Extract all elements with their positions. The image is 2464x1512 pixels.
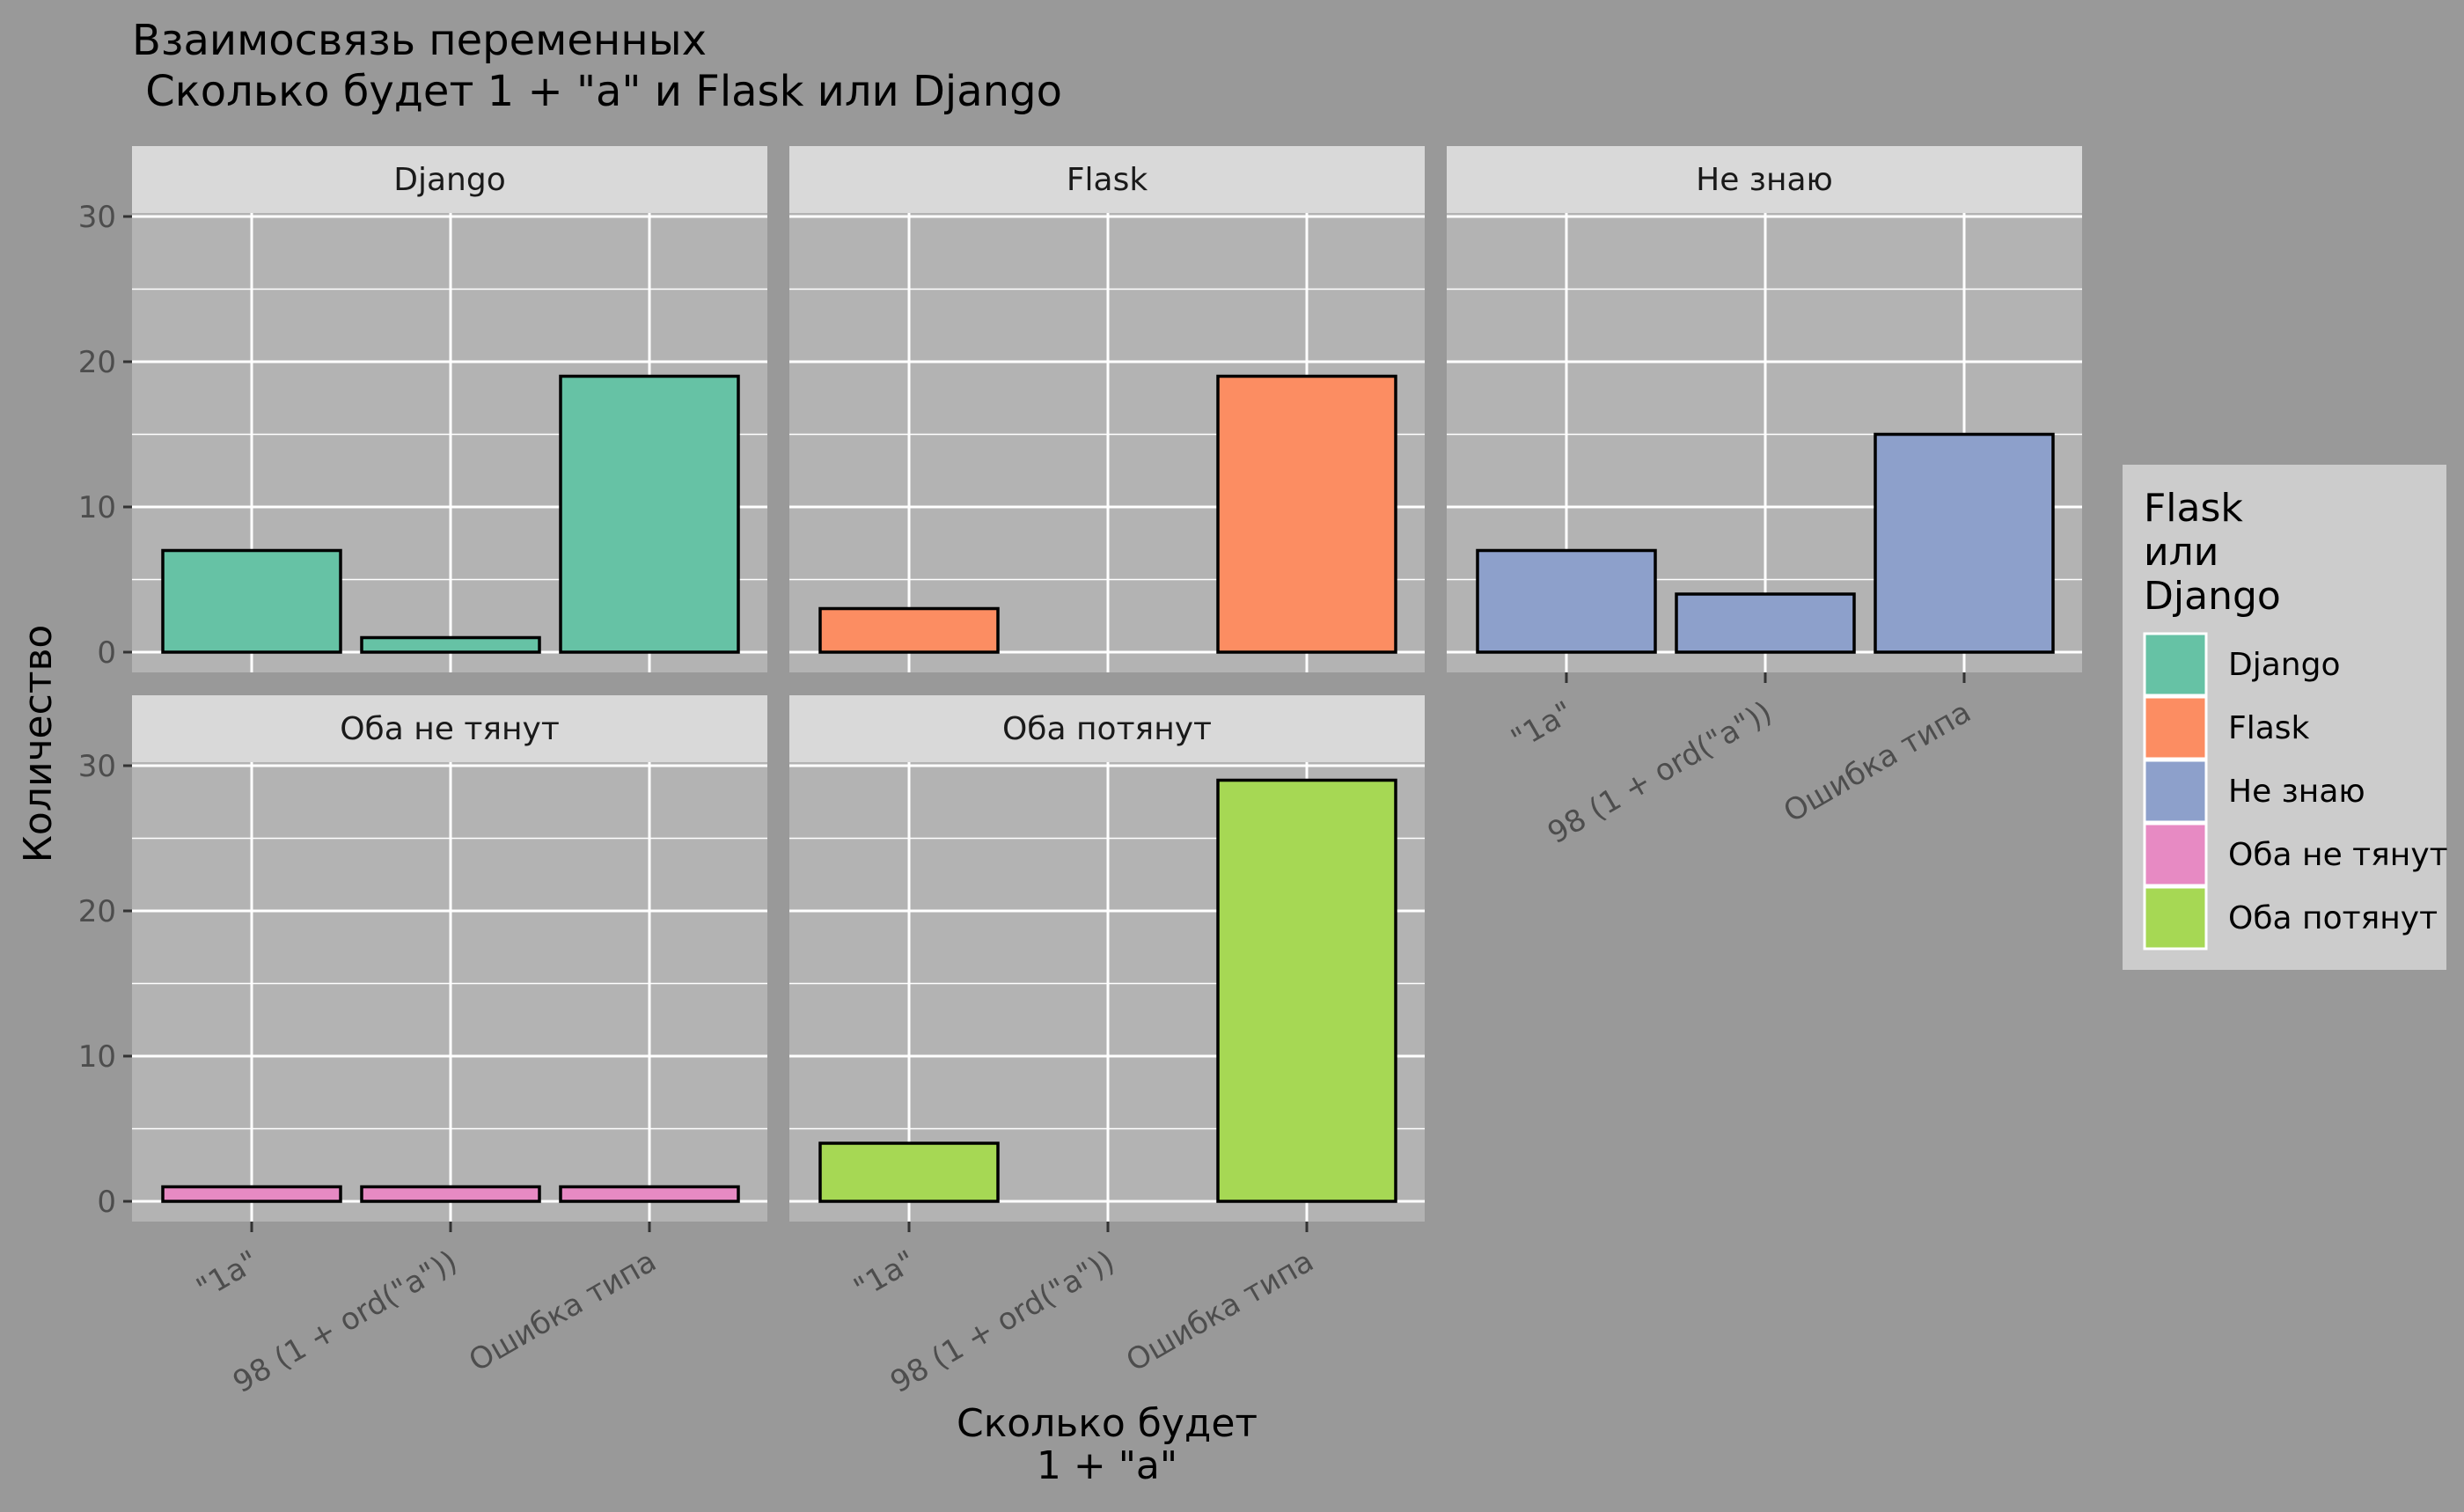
y-tick-label: 10	[78, 1039, 116, 1075]
y-tick-label: 30	[78, 749, 116, 784]
facet-strip-label: Оба потянут	[1002, 711, 1212, 747]
bar	[161, 1185, 342, 1203]
bar	[818, 1141, 1000, 1203]
facet-strip	[132, 146, 767, 213]
bar	[1675, 592, 1856, 654]
y-tick-label: 20	[78, 345, 116, 380]
y-tick-label: 30	[78, 200, 116, 235]
bar	[1216, 778, 1397, 1203]
facet-strip	[789, 695, 1425, 762]
legend-key	[2143, 632, 2208, 697]
legend-label: Оба не тянут	[2228, 837, 2448, 873]
legend-label: Оба потянут	[2228, 900, 2438, 936]
legend-key	[2143, 759, 2208, 824]
facet-panel: Django 0 10 20 30	[78, 146, 767, 672]
y-axis-title: Количество	[16, 625, 61, 863]
facet-strip	[132, 695, 767, 762]
chart-title: Взаимосвязь переменных Сколько будет 1 +…	[132, 16, 1062, 116]
facet-panel: Flask	[789, 146, 1425, 672]
legend-label: Не знаю	[2228, 774, 2365, 810]
bar	[161, 548, 342, 654]
bar	[559, 1185, 740, 1203]
facet-strip-label: Django	[393, 162, 505, 198]
y-tick-label: 20	[78, 894, 116, 929]
bar	[559, 374, 740, 654]
x-axis-title-line: Сколько будет	[957, 1401, 1258, 1446]
facet-strip-label: Оба не тянут	[340, 711, 560, 747]
legend-key	[2143, 695, 2208, 760]
bar	[360, 635, 541, 654]
legend-label: Flask	[2228, 710, 2310, 746]
y-axis-title-text: Количество	[16, 625, 61, 863]
chart-title-line: Взаимосвязь переменных	[132, 16, 707, 65]
facet-strip-label: Flask	[1067, 162, 1148, 198]
facet-strip-label: Не знаю	[1696, 162, 1833, 198]
y-tick-label: 0	[97, 635, 116, 671]
legend-key	[2143, 822, 2208, 887]
legend-title-line: Flask	[2144, 486, 2243, 531]
legend-title-line: Django	[2144, 574, 2281, 619]
facet-strip	[789, 146, 1425, 213]
legend-label: Django	[2228, 647, 2340, 683]
y-tick-label: 0	[97, 1185, 116, 1220]
facet-strip	[1447, 146, 2082, 213]
bar	[1216, 374, 1397, 654]
legend-title-line: или	[2144, 530, 2218, 575]
bar	[1874, 432, 2055, 654]
x-axis-title-line: 1 + "a"	[1037, 1443, 1177, 1488]
chart-title-line: Сколько будет 1 + "a" и Flask или Django	[132, 67, 1062, 116]
bar	[1476, 548, 1657, 654]
y-tick-label: 10	[78, 490, 116, 525]
bar	[360, 1185, 541, 1203]
bar	[818, 606, 1000, 654]
legend-key	[2143, 885, 2208, 951]
